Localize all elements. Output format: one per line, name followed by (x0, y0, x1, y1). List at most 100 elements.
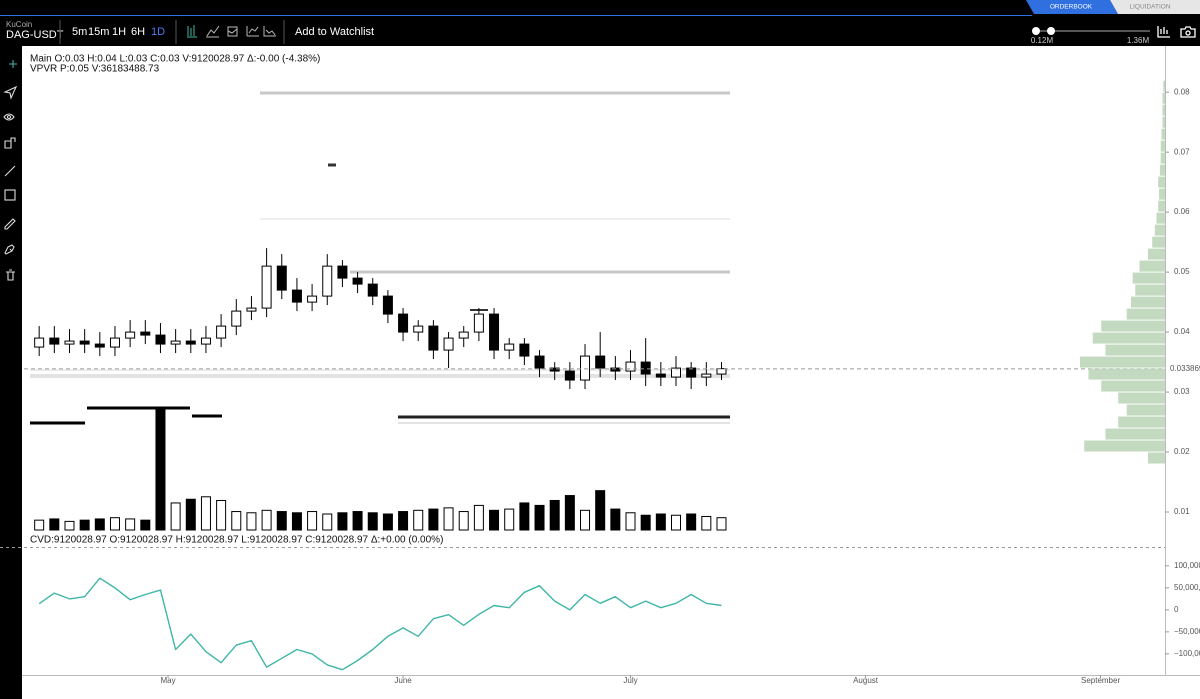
candle-body (504, 343, 515, 351)
top-bar (0, 0, 1200, 46)
candle-body (489, 313, 500, 351)
volume-bar (307, 511, 318, 531)
volume-bar (458, 511, 469, 531)
candle-body (413, 325, 424, 333)
vpvr-bar (1158, 176, 1165, 188)
depth-min: 0.12M (1031, 36, 1054, 45)
volume-bar (489, 509, 500, 531)
vpvr-bar (1126, 308, 1165, 320)
candle-body (64, 340, 75, 345)
volume-bar (94, 518, 105, 531)
cvd-legend: CVD:9120028.97 O:9120028.97 H:9120028.97… (30, 535, 443, 546)
interval-button[interactable]: 6H (131, 26, 145, 38)
vpvr-bar (1105, 344, 1165, 356)
time-tick-label: July (623, 676, 637, 685)
vpvr-bar (1148, 248, 1165, 260)
candle-body (49, 337, 60, 345)
volume-bar (109, 517, 120, 531)
candle-body (216, 325, 227, 339)
volume-bar (655, 513, 666, 531)
vpvr-bar (1158, 200, 1165, 212)
vpvr-bar (1156, 212, 1165, 224)
exchange: KuCoin (6, 20, 32, 29)
volume-bar (125, 518, 136, 531)
volume-bar (534, 504, 545, 531)
tab-liquidation[interactable] (1110, 0, 1200, 14)
interval-button[interactable]: 15m (88, 26, 109, 38)
vpvr-bar (1118, 416, 1165, 428)
volume-bar (261, 509, 272, 531)
candle-body (428, 325, 439, 351)
volume-bar (216, 499, 227, 531)
vpvr-bar (1126, 404, 1165, 416)
candle-body (367, 283, 378, 297)
volume-bar (79, 519, 90, 531)
volume-bar (382, 513, 393, 531)
chart-type-icons[interactable] (187, 25, 276, 38)
candle-body (564, 370, 575, 381)
volume-bar (564, 495, 575, 531)
cvd-line (38, 577, 722, 671)
candle-body (382, 295, 393, 315)
tab-orderbook[interactable] (1026, 0, 1118, 14)
vpvr-bar (1152, 236, 1165, 248)
candle-body (307, 295, 318, 303)
time-tick-label: May (160, 676, 175, 685)
volume-bar (413, 509, 424, 531)
vpvr-bar (1159, 188, 1165, 200)
tab-label[interactable]: ORDERBOOK (1050, 4, 1093, 11)
cvd-tick-label: 50,000,0 (1174, 583, 1200, 592)
orderbook-heatmap (30, 91, 730, 425)
interval-button[interactable]: 5m (72, 26, 87, 38)
candle-body (443, 337, 454, 351)
interval-button[interactable]: 1D (151, 26, 165, 38)
tab-label[interactable]: LIQUIDATION (1129, 4, 1170, 11)
toolbar-right[interactable] (1157, 26, 1196, 38)
candle-body (200, 337, 211, 345)
time-tick-label: June (394, 676, 412, 685)
vpvr-bar (1162, 92, 1165, 104)
time-tick-label: September (1081, 676, 1120, 685)
watchlist-button[interactable]: Add to Watchlist (295, 26, 374, 38)
candle-body (246, 307, 257, 312)
price-tick-label: 0.04 (1174, 327, 1190, 336)
interval-button[interactable]: 1H (112, 26, 126, 38)
cvd-tick-label: 0 (1174, 605, 1179, 614)
candle-body (291, 289, 302, 303)
pair[interactable]: DAG-USDT (6, 29, 64, 41)
candle-body (716, 368, 727, 375)
price-tick-label: 0.06 (1174, 207, 1190, 216)
candle-body (155, 334, 166, 345)
candle-body (686, 367, 697, 378)
volume-bar (155, 406, 166, 531)
candle-body (322, 265, 333, 297)
cvd-tick-label: −100,000, (1174, 649, 1200, 658)
volume-bar (716, 517, 727, 531)
slider-handle[interactable] (1047, 27, 1055, 35)
candle-body (625, 361, 636, 372)
vpvr-bar (1132, 272, 1165, 284)
vpvr-bar (1105, 428, 1165, 440)
vpvr-bar (1135, 284, 1165, 296)
candle-body (140, 331, 151, 336)
candle-body (655, 373, 666, 378)
volume-bar (352, 511, 363, 531)
time-tick-label: August (853, 676, 879, 685)
candle-body (671, 367, 681, 378)
volume-bar (443, 507, 454, 531)
last-price-label: 0.033869 (1170, 364, 1200, 373)
drawing-tools[interactable] (3, 60, 18, 281)
candle-body (94, 343, 105, 348)
volume-bar (504, 508, 515, 531)
volume-bar (367, 512, 378, 531)
candle-body (79, 340, 90, 345)
slider-handle[interactable] (1032, 27, 1040, 35)
price-tick-label: 0.07 (1174, 147, 1190, 156)
volume-bar (322, 513, 333, 531)
candle-body (261, 265, 272, 309)
volume-bar (291, 512, 302, 531)
vpvr-legend: VPVR P:0.05 V:36183488.73 (30, 64, 160, 75)
price-tick-label: 0.05 (1174, 267, 1190, 276)
volume-bar (276, 511, 287, 531)
